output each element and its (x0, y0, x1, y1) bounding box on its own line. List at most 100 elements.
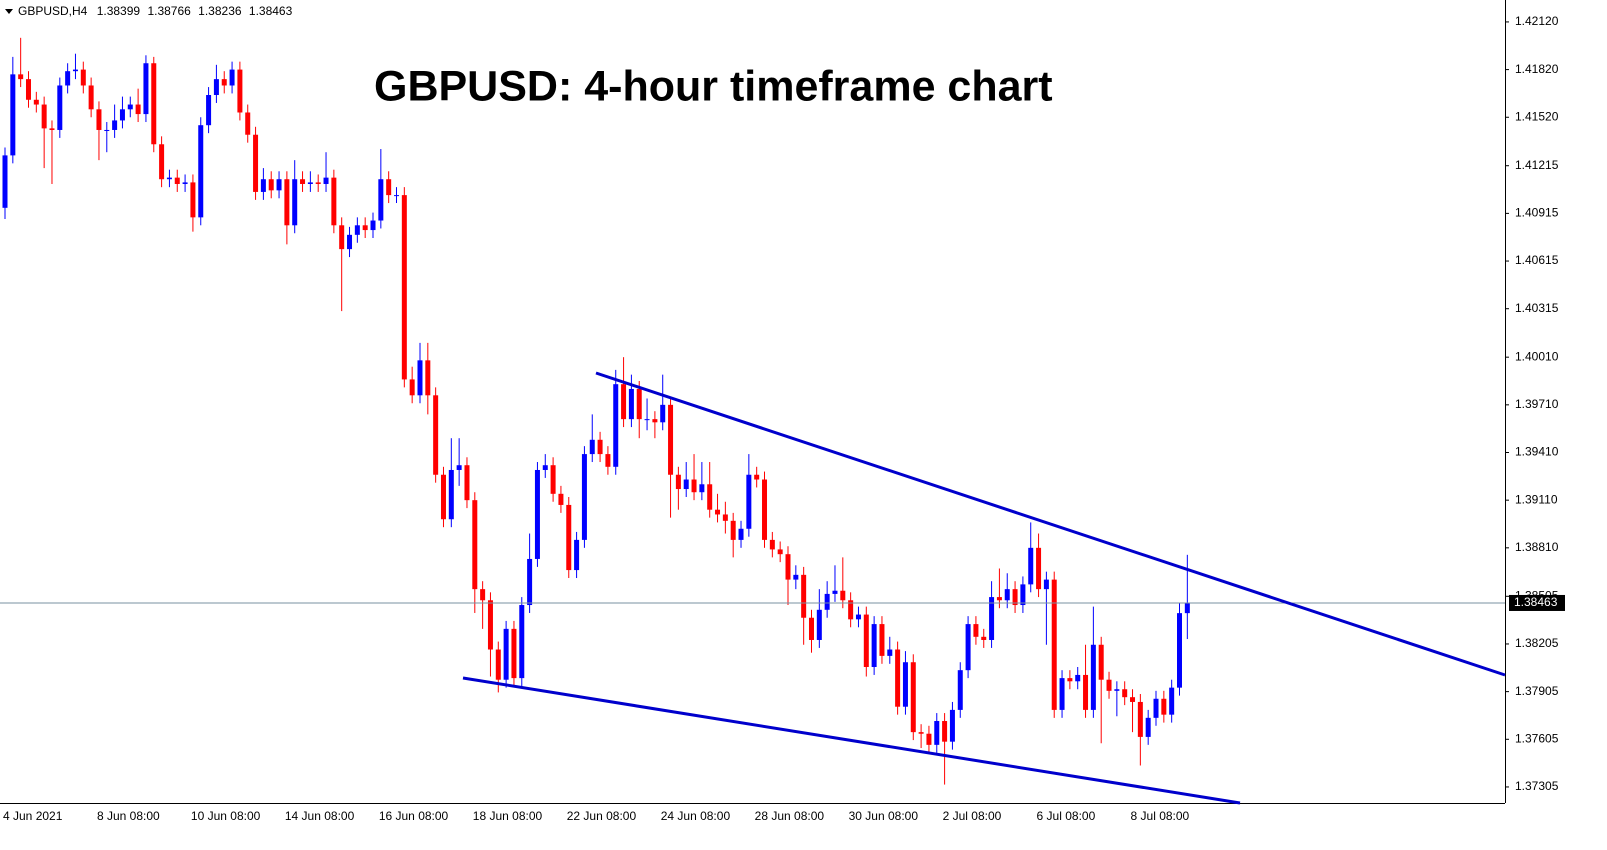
candle-body (1169, 687, 1175, 715)
y-tick-label: 1.38810 (1515, 540, 1559, 554)
x-tick-label: 4 Jun 2021 (3, 809, 63, 823)
candle-body (910, 662, 916, 733)
candle-body (949, 709, 955, 742)
candle-body (151, 63, 157, 145)
y-tick-label: 1.39110 (1515, 492, 1558, 506)
candle-body (762, 479, 768, 540)
x-tick-label: 8 Jul 08:00 (1131, 809, 1190, 823)
y-tick-label: 1.40615 (1515, 253, 1559, 267)
y-tick-label: 1.37305 (1515, 779, 1559, 793)
y-tick-label: 1.39710 (1515, 397, 1559, 411)
candle-body (1177, 613, 1182, 688)
menu-icon (5, 9, 13, 14)
candle-body (902, 662, 908, 707)
candle-body (942, 721, 948, 742)
candle-body (1083, 674, 1089, 710)
axis-overlay: 1.42120 1.41820 1.41520 1.41215 1.40915 1.406… (3, 14, 1565, 823)
candle-body (143, 63, 149, 115)
candle-body (589, 439, 595, 455)
candle-body (668, 404, 674, 475)
header: GBPUSD,H4 1.38399 1.38766 1.38236 1.3846… (18, 4, 293, 18)
candle-body (558, 493, 564, 505)
candle-body (887, 649, 893, 656)
candle-body (769, 539, 775, 550)
candle-body (487, 600, 493, 650)
high: 1.38766 (147, 4, 191, 18)
candle-body (65, 71, 71, 86)
candle-body (550, 465, 556, 494)
candle-body (824, 593, 830, 610)
candle-body (10, 74, 16, 156)
candle-body (354, 225, 360, 235)
candle-body (401, 195, 407, 380)
candle-body (159, 144, 165, 180)
candle-body (417, 360, 423, 396)
y-tick-label: 1.41520 (1515, 109, 1559, 123)
x-tick-label: 18 Jun 08:00 (473, 809, 543, 823)
candle-body (41, 104, 47, 129)
candle-body (511, 628, 517, 679)
candle-body (1106, 679, 1112, 691)
candle-body (1090, 644, 1096, 710)
candle-body (315, 182, 321, 184)
candle-body (981, 636, 987, 640)
candle-body (934, 721, 940, 745)
candle-body (691, 479, 697, 493)
candle-body (1098, 644, 1104, 680)
x-tick-label: 16 Jun 08:00 (379, 809, 449, 823)
candle-body (628, 388, 634, 420)
candle-body (292, 179, 298, 226)
candle-body (1184, 602, 1190, 614)
candle-body (166, 177, 172, 180)
upper-trendline (595, 371, 1506, 677)
candle-body (221, 79, 227, 86)
candle-body (198, 125, 204, 218)
candle-body (425, 360, 431, 396)
candle-body (1145, 717, 1151, 737)
candle-body (542, 465, 548, 470)
candle-body (394, 195, 399, 197)
candle-body (370, 220, 376, 231)
candle-body (1012, 589, 1018, 606)
candle-body (245, 112, 251, 135)
candle-body (448, 469, 454, 520)
candle-body (1020, 584, 1026, 606)
candle-body (738, 528, 744, 540)
candle-body (574, 539, 580, 571)
candle-body (652, 419, 658, 423)
candle-body (347, 234, 353, 250)
candle-body (918, 732, 924, 734)
candle-body (722, 514, 728, 521)
x-tick-label: 24 Jun 08:00 (661, 809, 731, 823)
candle-body (801, 574, 807, 618)
candle-body (495, 649, 501, 680)
candle-body (362, 225, 368, 231)
y-tick-label: 1.41820 (1515, 62, 1559, 76)
candle-body (182, 182, 188, 184)
candle-body (18, 74, 24, 80)
candle-body (699, 484, 705, 493)
candle-body (613, 384, 619, 467)
candle-body (793, 574, 799, 580)
candle-body (229, 69, 235, 86)
x-tick-label: 30 Jun 08:00 (849, 809, 919, 823)
candle-body (605, 454, 611, 467)
price-label: 1.38463 (1514, 595, 1558, 609)
candle-body (57, 85, 63, 130)
candle-body (1161, 698, 1167, 715)
candle-body (174, 177, 180, 184)
candle-body (237, 69, 243, 113)
candle-body (926, 733, 932, 745)
price-label-box (1509, 594, 1565, 611)
candle-body (300, 179, 306, 184)
candle-body (1114, 689, 1120, 691)
candle-body (190, 182, 196, 218)
open: 1.38399 (97, 4, 141, 18)
candle-body (855, 614, 861, 620)
candle-body (1051, 579, 1057, 710)
y-tick-label: 1.41215 (1515, 158, 1559, 172)
candle-body (707, 484, 713, 510)
low: 1.38236 (198, 4, 242, 18)
candle-body (863, 614, 869, 667)
